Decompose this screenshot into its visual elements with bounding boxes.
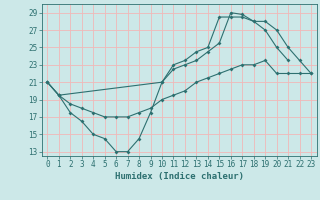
X-axis label: Humidex (Indice chaleur): Humidex (Indice chaleur) bbox=[115, 172, 244, 181]
